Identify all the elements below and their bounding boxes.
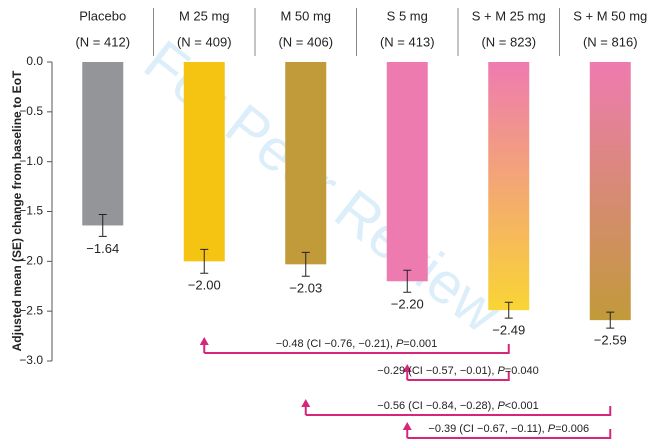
value-label: −2.03: [289, 281, 322, 296]
y-tick-label: −2.5: [19, 303, 43, 317]
comparison-arrow: [301, 399, 311, 407]
n-label: (N = 816): [583, 34, 638, 49]
category-label: S + M 50 mg: [573, 8, 647, 23]
error-bar: [606, 311, 615, 329]
error-bar: [504, 301, 513, 319]
comparison-text: <0.001: [505, 400, 539, 412]
value-label: −1.64: [86, 241, 119, 256]
category-label: M 25 mg: [179, 8, 230, 23]
comparison-label: −0.48 (CI −0.76, −0.21), P=0.001: [276, 338, 437, 350]
y-tick-label: −2.0: [19, 254, 43, 268]
comparison-text: P: [548, 423, 556, 435]
y-tick-label: 0.0: [26, 54, 43, 68]
bar: [82, 62, 124, 226]
bar: [285, 62, 327, 265]
value-label: −2.20: [391, 297, 424, 312]
comparison-label: −0.39 (CI −0.67, −0.11), P=0.006: [428, 423, 589, 435]
error-bar: [200, 248, 209, 274]
y-tick-label: −0.5: [19, 104, 43, 118]
error-bar: [403, 269, 412, 293]
value-label: −2.49: [492, 323, 525, 338]
n-label: (N = 823): [481, 34, 536, 49]
comparison-label: −0.29 (CI −0.57, −0.01), P=0.040: [377, 365, 538, 377]
y-tick-label: −1.5: [19, 204, 43, 218]
bar: [183, 62, 225, 262]
bar: [488, 62, 530, 311]
comparison-text: −0.39 (CI −0.67, −0.11),: [428, 423, 547, 435]
n-label: (N = 409): [177, 34, 232, 49]
n-label: (N = 412): [75, 34, 130, 49]
category-label: M 50 mg: [280, 8, 331, 23]
category-label: S + M 25 mg: [472, 8, 546, 23]
category-label: S 5 mg: [387, 8, 428, 23]
error-bar: [301, 251, 310, 277]
comparison-arrow: [199, 337, 209, 345]
comparison-arrow: [402, 364, 412, 372]
comparison-text: −0.29 (CI −0.57, −0.01),: [377, 365, 497, 377]
comparison-text: P: [396, 338, 404, 350]
n-label: (N = 413): [380, 34, 435, 49]
comparison-text: =0.001: [403, 338, 437, 350]
bar: [589, 62, 631, 321]
y-axis-label: Adjusted mean (SE) change from baseline …: [10, 70, 24, 351]
comparison-label: −0.56 (CI −0.84, −0.28), P<0.001: [377, 400, 538, 412]
error-bar: [98, 213, 107, 237]
comparison-text: =0.006: [555, 423, 589, 435]
comparison-text: =0.040: [505, 365, 539, 377]
comparison-text: P: [497, 365, 505, 377]
value-label: −2.59: [594, 333, 627, 348]
value-label: −2.00: [188, 278, 221, 293]
comparison-text: −0.56 (CI −0.84, −0.28),: [377, 400, 497, 412]
bar: [386, 62, 428, 282]
comparison-text: −0.48 (CI −0.76, −0.21),: [276, 338, 396, 350]
n-label: (N = 406): [278, 34, 333, 49]
comparison-arrow: [402, 422, 412, 430]
y-tick-label: −3.0: [19, 353, 43, 367]
comparison-text: P: [497, 400, 505, 412]
y-tick-label: −1.0: [19, 154, 43, 168]
category-label: Placebo: [79, 8, 126, 23]
